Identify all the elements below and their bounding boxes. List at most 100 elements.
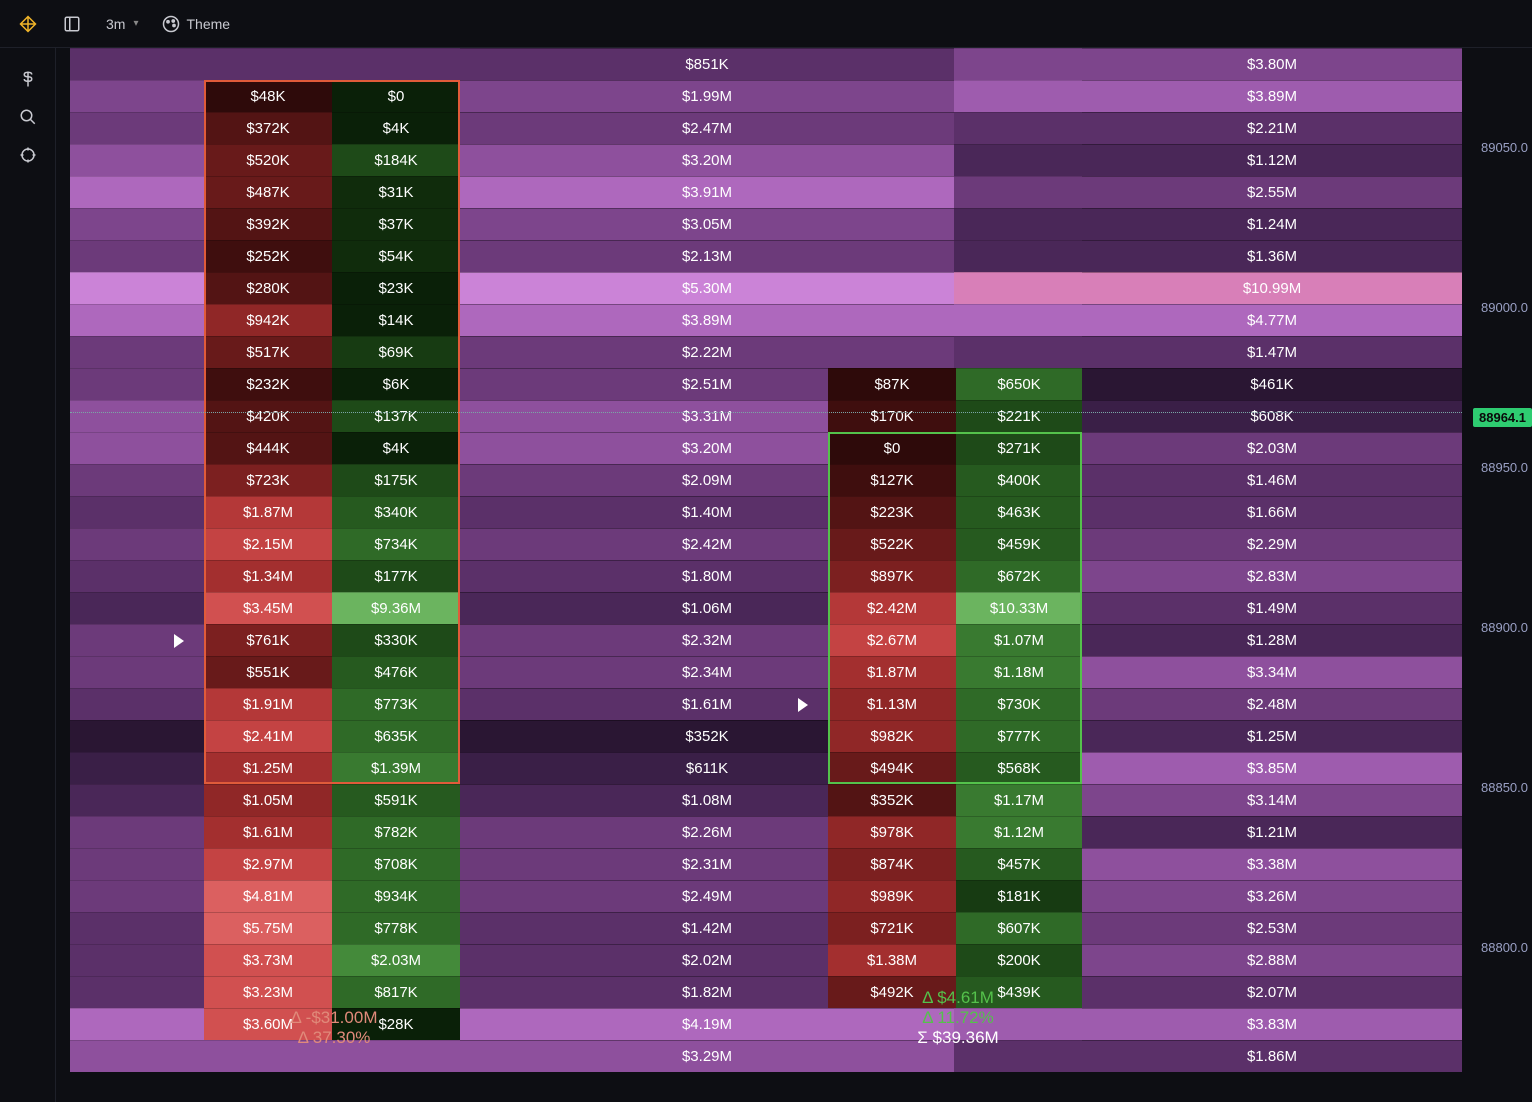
timeframe-selector[interactable]: 3m ▾ bbox=[96, 6, 148, 42]
heatmap-row: $1.34M$177K$1.80M$897K$672K$2.83M bbox=[70, 560, 1462, 592]
sell-volume-1: $487K bbox=[204, 176, 332, 208]
buy-volume-2: $463K bbox=[956, 496, 1082, 528]
sell-volume-1: $3.23M bbox=[204, 976, 332, 1008]
crosshair-tool[interactable] bbox=[17, 144, 39, 166]
total-volume-2: $1.86M bbox=[1082, 1040, 1462, 1072]
buy-volume-2: $1.07M bbox=[956, 624, 1082, 656]
heatmap-row: $252K$54K$2.13M$1.36M bbox=[70, 240, 1462, 272]
panel-toggle[interactable] bbox=[52, 6, 92, 42]
heatmap-row: $392K$37K$3.05M$1.24M bbox=[70, 208, 1462, 240]
total-volume-2: $1.36M bbox=[1082, 240, 1462, 272]
total-volume-2: $1.12M bbox=[1082, 144, 1462, 176]
zoom-tool[interactable] bbox=[17, 106, 39, 128]
heatmap-row: $48K$0$1.99M$3.89M bbox=[70, 80, 1462, 112]
buy-volume-2: $459K bbox=[956, 528, 1082, 560]
buy-volume-1: $778K bbox=[332, 912, 460, 944]
dollar-icon bbox=[19, 70, 37, 88]
buy-volume-2: $1.12M bbox=[956, 816, 1082, 848]
poc-marker-1 bbox=[798, 698, 808, 712]
sell-volume-1: $942K bbox=[204, 304, 332, 336]
total-volume-2: $1.24M bbox=[1082, 208, 1462, 240]
sell-volume-2: $1.38M bbox=[828, 944, 956, 976]
left-sidebar bbox=[0, 48, 56, 1102]
sell-volume-1: $48K bbox=[204, 80, 332, 112]
summary-line: Σ $39.36M bbox=[828, 1028, 1088, 1048]
heatmap-row: $520K$184K$3.20M$1.12M bbox=[70, 144, 1462, 176]
sell-volume-1: $520K bbox=[204, 144, 332, 176]
sell-volume-2: $989K bbox=[828, 880, 956, 912]
sell-volume-1: $1.05M bbox=[204, 784, 332, 816]
sell-volume-1: $372K bbox=[204, 112, 332, 144]
total-volume-2: $3.26M bbox=[1082, 880, 1462, 912]
total-volume-2: $2.21M bbox=[1082, 112, 1462, 144]
heatmap-row: $5.75M$778K$1.42M$721K$607K$2.53M bbox=[70, 912, 1462, 944]
move-icon bbox=[19, 15, 37, 33]
total-volume-2: $1.66M bbox=[1082, 496, 1462, 528]
sell-volume-2: $1.87M bbox=[828, 656, 956, 688]
buy-volume-1: $175K bbox=[332, 464, 460, 496]
sell-volume-2: $721K bbox=[828, 912, 956, 944]
total-volume-2: $1.46M bbox=[1082, 464, 1462, 496]
buy-volume-2: $777K bbox=[956, 720, 1082, 752]
heatmap-row: $2.41M$635K$352K$982K$777K$1.25M bbox=[70, 720, 1462, 752]
total-volume-2: $3.34M bbox=[1082, 656, 1462, 688]
price-axis-label: 88900.0 bbox=[1481, 620, 1528, 635]
sell-volume-1: $3.45M bbox=[204, 592, 332, 624]
heatmap-row: $4.81M$934K$2.49M$989K$181K$3.26M bbox=[70, 880, 1462, 912]
heatmap-row: $1.61M$782K$2.26M$978K$1.12M$1.21M bbox=[70, 816, 1462, 848]
panel-icon bbox=[63, 15, 81, 33]
total-volume-2: $3.80M bbox=[1082, 48, 1462, 80]
buy-volume-1: $330K bbox=[332, 624, 460, 656]
heatmap-row: $517K$69K$2.22M$1.47M bbox=[70, 336, 1462, 368]
buy-volume-1: $817K bbox=[332, 976, 460, 1008]
sell-volume-1: $1.25M bbox=[204, 752, 332, 784]
buy-volume-2: $221K bbox=[956, 400, 1082, 432]
search-icon bbox=[19, 108, 37, 126]
buy-volume-1: $934K bbox=[332, 880, 460, 912]
theme-button[interactable]: Theme bbox=[152, 6, 240, 42]
buy-volume-1: $773K bbox=[332, 688, 460, 720]
move-tool[interactable] bbox=[8, 6, 48, 42]
sell-volume-2: $352K bbox=[828, 784, 956, 816]
buy-volume-1: $23K bbox=[332, 272, 460, 304]
total-volume-1: $2.22M bbox=[460, 336, 954, 368]
total-volume-2: $10.99M bbox=[1082, 272, 1462, 304]
timeframe-label: 3m bbox=[106, 16, 125, 32]
total-volume-2: $3.89M bbox=[1082, 80, 1462, 112]
total-volume-2: $2.48M bbox=[1082, 688, 1462, 720]
total-volume-1: $2.13M bbox=[460, 240, 954, 272]
sell-volume-2: $978K bbox=[828, 816, 956, 848]
total-volume-2: $2.83M bbox=[1082, 560, 1462, 592]
total-volume-2: $461K bbox=[1082, 368, 1462, 400]
total-volume-2: $2.53M bbox=[1082, 912, 1462, 944]
sell-volume-1: $444K bbox=[204, 432, 332, 464]
total-volume-2: $3.38M bbox=[1082, 848, 1462, 880]
heatmap-chart[interactable]: $851K$3.80M$48K$0$1.99M$3.89M$372K$4K$2.… bbox=[56, 48, 1532, 1102]
buy-volume-2: $568K bbox=[956, 752, 1082, 784]
heatmap-row: $1.91M$773K$1.61M$1.13M$730K$2.48M bbox=[70, 688, 1462, 720]
total-volume-1: $1.99M bbox=[460, 80, 954, 112]
buy-volume-1: $184K bbox=[332, 144, 460, 176]
heatmap-row: $487K$31K$3.91M$2.55M bbox=[70, 176, 1462, 208]
heatmap-row: $2.97M$708K$2.31M$874K$457K$3.38M bbox=[70, 848, 1462, 880]
buy-volume-1: $476K bbox=[332, 656, 460, 688]
sell-volume-1: $1.61M bbox=[204, 816, 332, 848]
sell-volume-1: $3.73M bbox=[204, 944, 332, 976]
total-volume-2: $1.21M bbox=[1082, 816, 1462, 848]
heatmap-row: $551K$476K$2.34M$1.87M$1.18M$3.34M bbox=[70, 656, 1462, 688]
sell-volume-2: $127K bbox=[828, 464, 956, 496]
buy-volume-1: $591K bbox=[332, 784, 460, 816]
buy-volume-2: $400K bbox=[956, 464, 1082, 496]
sell-volume-1: $1.34M bbox=[204, 560, 332, 592]
sell-volume-2: $223K bbox=[828, 496, 956, 528]
sell-volume-1: $2.97M bbox=[204, 848, 332, 880]
poc-marker-0 bbox=[174, 634, 184, 648]
sell-volume-1: $232K bbox=[204, 368, 332, 400]
total-volume-1: $3.05M bbox=[460, 208, 954, 240]
total-volume-2: $2.88M bbox=[1082, 944, 1462, 976]
total-volume-2: $1.47M bbox=[1082, 336, 1462, 368]
sell-volume-2: $0 bbox=[828, 432, 956, 464]
dollar-tool[interactable] bbox=[17, 68, 39, 90]
total-volume-2: $3.85M bbox=[1082, 752, 1462, 784]
sell-volume-1: $723K bbox=[204, 464, 332, 496]
